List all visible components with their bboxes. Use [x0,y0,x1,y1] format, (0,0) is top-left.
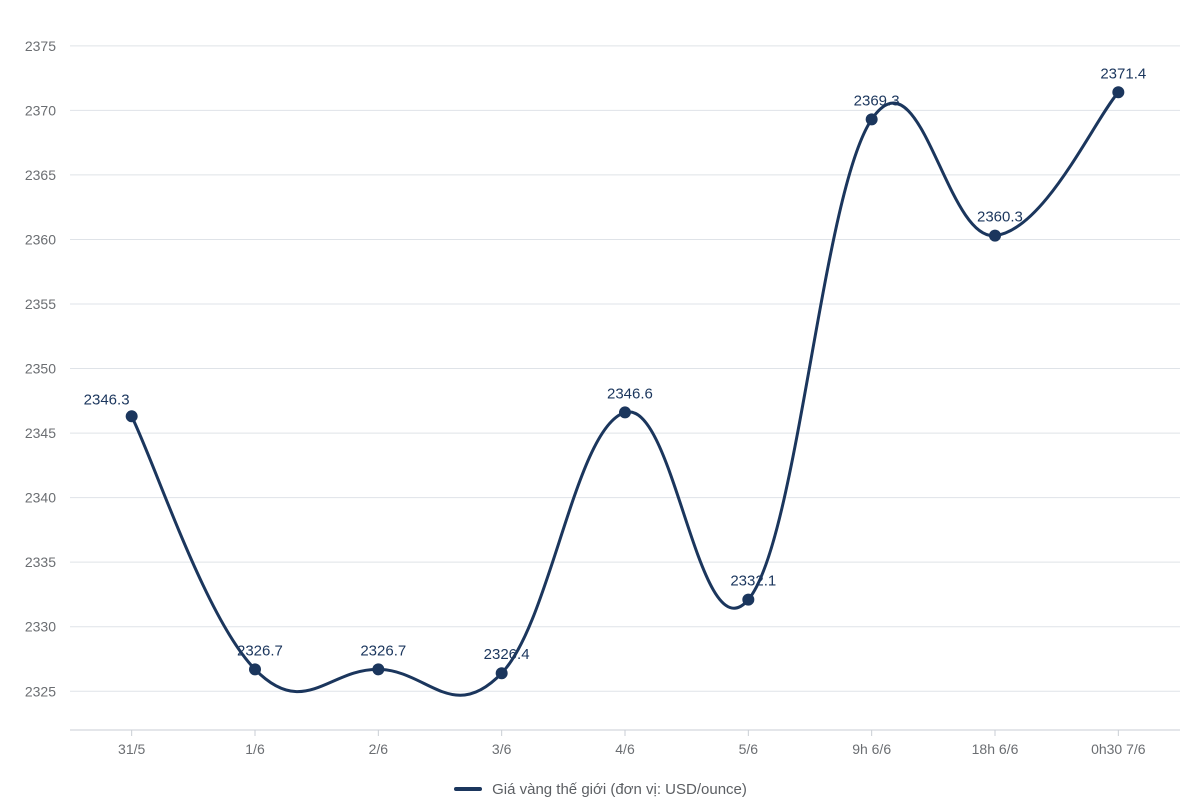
data-point[interactable] [1112,86,1124,98]
data-label: 2360.3 [977,209,1023,226]
data-label: 2326.7 [360,642,406,659]
y-axis-label: 2330 [25,619,56,635]
x-axis-label: 1/6 [245,741,265,757]
data-label: 2371.4 [1100,65,1146,82]
data-label: 2326.4 [484,646,530,663]
y-axis-label: 2345 [25,425,56,441]
data-point[interactable] [496,667,508,679]
x-axis-label: 3/6 [492,741,512,757]
y-axis-label: 2375 [25,38,56,54]
data-point[interactable] [866,113,878,125]
x-axis-label: 31/5 [118,741,145,757]
x-axis-label: 0h30 7/6 [1091,741,1146,757]
y-axis-label: 2370 [25,102,56,118]
data-point[interactable] [126,410,138,422]
y-axis-label: 2335 [25,554,56,570]
data-label: 2326.7 [237,642,283,659]
data-label: 2369.3 [854,92,900,109]
data-label: 2346.6 [607,385,653,402]
data-point[interactable] [619,406,631,418]
y-axis-label: 2325 [25,683,56,699]
data-point[interactable] [249,663,261,675]
data-label: 2332.1 [730,573,776,590]
x-axis-label: 5/6 [739,741,759,757]
legend-label: Giá vàng thế giới (đơn vị: USD/ounce) [492,781,747,798]
chart-canvas: 2325 2330 2335 2340 2345 2350 2355 2360 2365 2370… [0,0,1201,806]
gold-price-chart: 2325 2330 2335 2340 2345 2350 2355 2360 2365 2370… [0,0,1201,806]
legend-swatch [454,787,482,791]
y-axis-label: 2355 [25,296,56,312]
data-label: 2346.3 [84,391,130,408]
x-axis-label: 2/6 [369,741,389,757]
data-point[interactable] [989,230,1001,242]
y-axis-label: 2365 [25,167,56,183]
y-axis-label: 2350 [25,361,56,377]
x-axis-label: 4/6 [615,741,635,757]
y-axis-label: 2340 [25,490,56,506]
chart-legend: Giá vàng thế giới (đơn vị: USD/ounce) [0,778,1201,798]
data-point[interactable] [372,663,384,675]
x-axis-label: 18h 6/6 [972,741,1019,757]
y-axis-label: 2360 [25,231,56,247]
x-axis-label: 9h 6/6 [852,741,891,757]
data-point[interactable] [742,594,754,606]
